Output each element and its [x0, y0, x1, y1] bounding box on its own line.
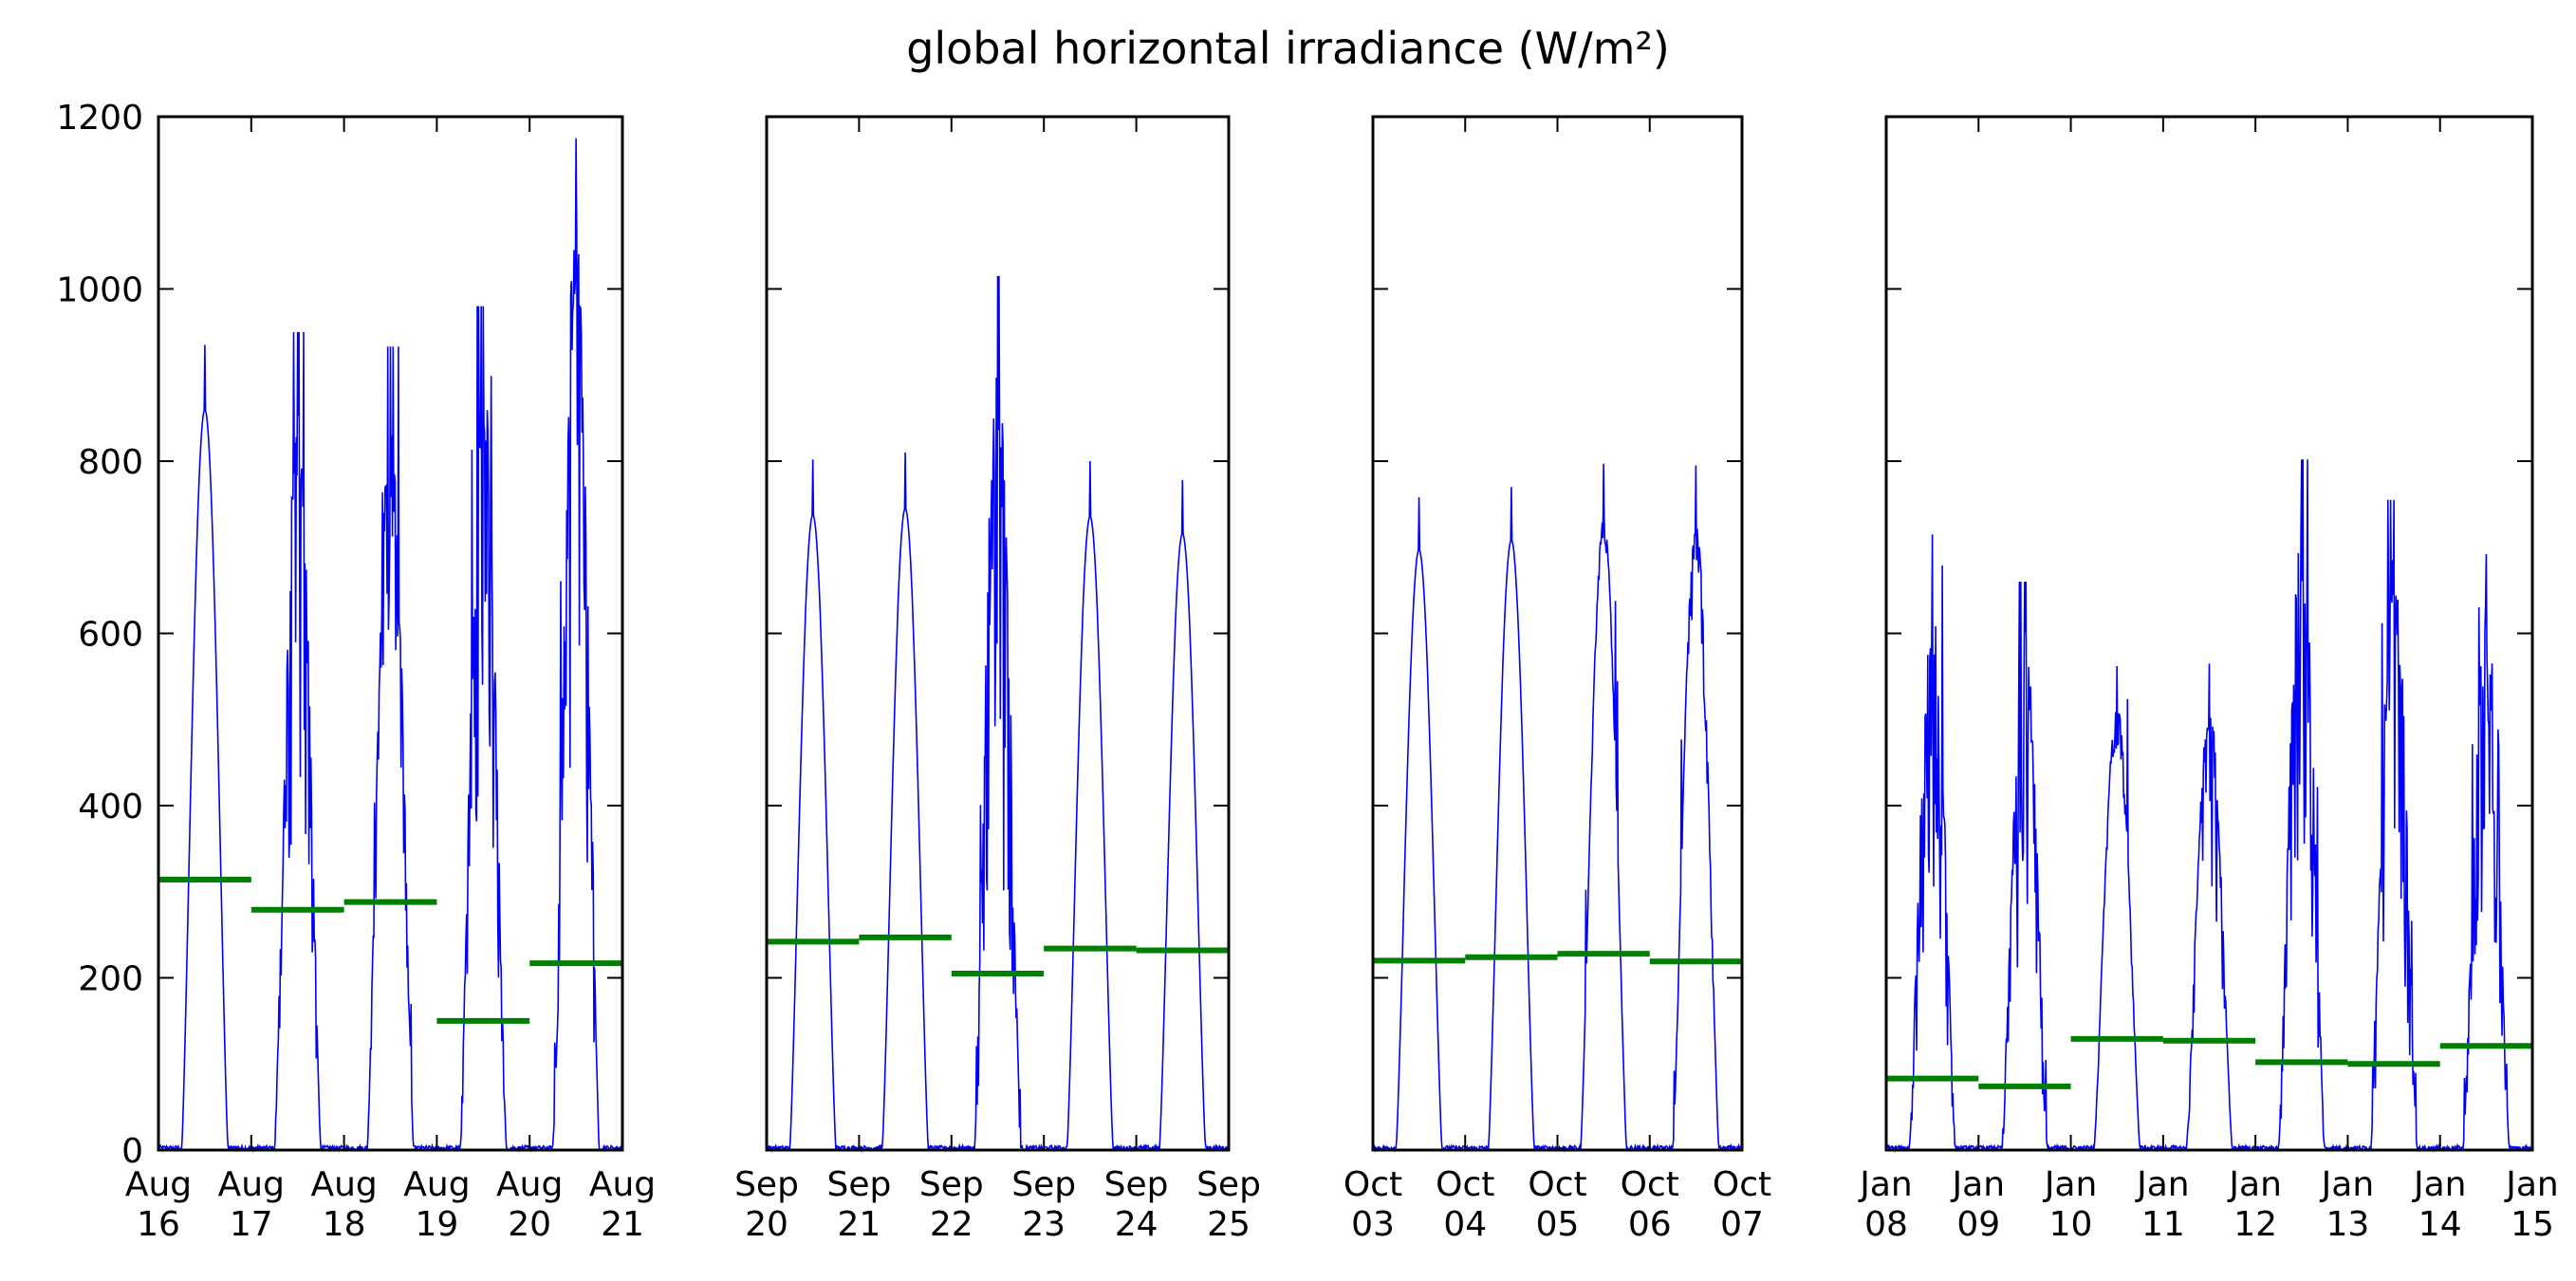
- y-tick-label: 400: [78, 788, 143, 826]
- x-tick-label-day: 15: [2511, 1205, 2554, 1244]
- x-tick-label-day: 11: [2141, 1205, 2185, 1244]
- x-tick-label-month: Oct: [1344, 1165, 1402, 1204]
- x-tick-label-day: 06: [1628, 1205, 1672, 1244]
- x-tick-label-day: 14: [2418, 1205, 2462, 1244]
- x-tick-label-day: 23: [1022, 1205, 1066, 1244]
- x-tick-label-day: 08: [1864, 1205, 1908, 1244]
- y-tick-label: 0: [121, 1132, 143, 1171]
- x-tick-label-day: 16: [137, 1205, 180, 1244]
- y-tick-label: 1000: [56, 271, 143, 310]
- x-tick-label-day: 03: [1351, 1205, 1395, 1244]
- x-tick-label-month: Aug: [403, 1165, 470, 1204]
- x-tick-label-month: Aug: [310, 1165, 377, 1204]
- x-tick-label-day: 04: [1443, 1205, 1487, 1244]
- x-tick-label-month: Aug: [589, 1165, 656, 1204]
- x-tick-label-month: Sep: [826, 1165, 891, 1204]
- x-tick-label-day: 12: [2233, 1205, 2277, 1244]
- x-tick-label-month: Aug: [218, 1165, 285, 1204]
- x-tick-label-month: Oct: [1621, 1165, 1679, 1204]
- x-tick-label-month: Jan: [2135, 1165, 2190, 1204]
- x-tick-label-month: Jan: [2227, 1165, 2282, 1204]
- x-tick-label-month: Sep: [1011, 1165, 1076, 1204]
- y-tick-label: 600: [78, 616, 143, 655]
- x-tick-label-month: Jan: [2412, 1165, 2467, 1204]
- x-tick-label-day: 07: [1720, 1205, 1764, 1244]
- x-tick-label-month: Sep: [734, 1165, 799, 1204]
- x-tick-label-day: 25: [1207, 1205, 1251, 1244]
- x-tick-label-day: 13: [2326, 1205, 2370, 1244]
- x-tick-label-month: Aug: [496, 1165, 563, 1204]
- chart-panel-1: Aug16Aug17Aug18Aug19Aug20Aug210200400600…: [56, 99, 656, 1244]
- x-tick-label-month: Aug: [125, 1165, 192, 1204]
- x-tick-label-day: 09: [1956, 1205, 2000, 1244]
- x-tick-label-month: Sep: [919, 1165, 984, 1204]
- x-tick-label-month: Jan: [2504, 1165, 2559, 1204]
- x-tick-label-day: 21: [601, 1205, 644, 1244]
- x-tick-label-month: Jan: [1951, 1165, 2006, 1204]
- x-tick-label-month: Oct: [1436, 1165, 1494, 1204]
- x-tick-label-day: 20: [745, 1205, 788, 1244]
- panel-frame: [1371, 115, 1744, 1152]
- x-tick-label-day: 22: [930, 1205, 973, 1244]
- panel-frame: [157, 115, 624, 1152]
- x-tick-label-month: Oct: [1528, 1165, 1586, 1204]
- x-tick-label-month: Sep: [1196, 1165, 1261, 1204]
- x-tick-label-day: 05: [1536, 1205, 1580, 1244]
- irradiance-series-line: [766, 275, 1230, 1154]
- x-tick-label-month: Sep: [1104, 1165, 1169, 1204]
- x-tick-label-day: 19: [415, 1205, 458, 1244]
- x-tick-label-month: Oct: [1713, 1165, 1771, 1204]
- y-tick-label: 200: [78, 960, 143, 999]
- x-tick-label-day: 18: [323, 1205, 366, 1244]
- x-tick-label-day: 10: [2049, 1205, 2093, 1244]
- y-tick-label: 800: [78, 443, 143, 482]
- x-tick-label-day: 17: [230, 1205, 273, 1244]
- x-tick-label-day: 24: [1115, 1205, 1158, 1244]
- panel-frame: [1884, 115, 2534, 1152]
- irradiance-series-line: [1885, 459, 2533, 1154]
- x-tick-label-day: 21: [837, 1205, 880, 1244]
- x-tick-label-month: Jan: [1858, 1165, 1913, 1204]
- irradiance-series-line: [1372, 463, 1743, 1153]
- y-tick-label: 1200: [56, 99, 143, 138]
- x-tick-label-day: 20: [508, 1205, 551, 1244]
- x-tick-label-month: Jan: [2320, 1165, 2375, 1204]
- irradiance-series-line: [158, 138, 623, 1154]
- chart-title: global horizontal irradiance (W/m²): [906, 23, 1670, 74]
- x-tick-label-month: Jan: [2043, 1165, 2098, 1204]
